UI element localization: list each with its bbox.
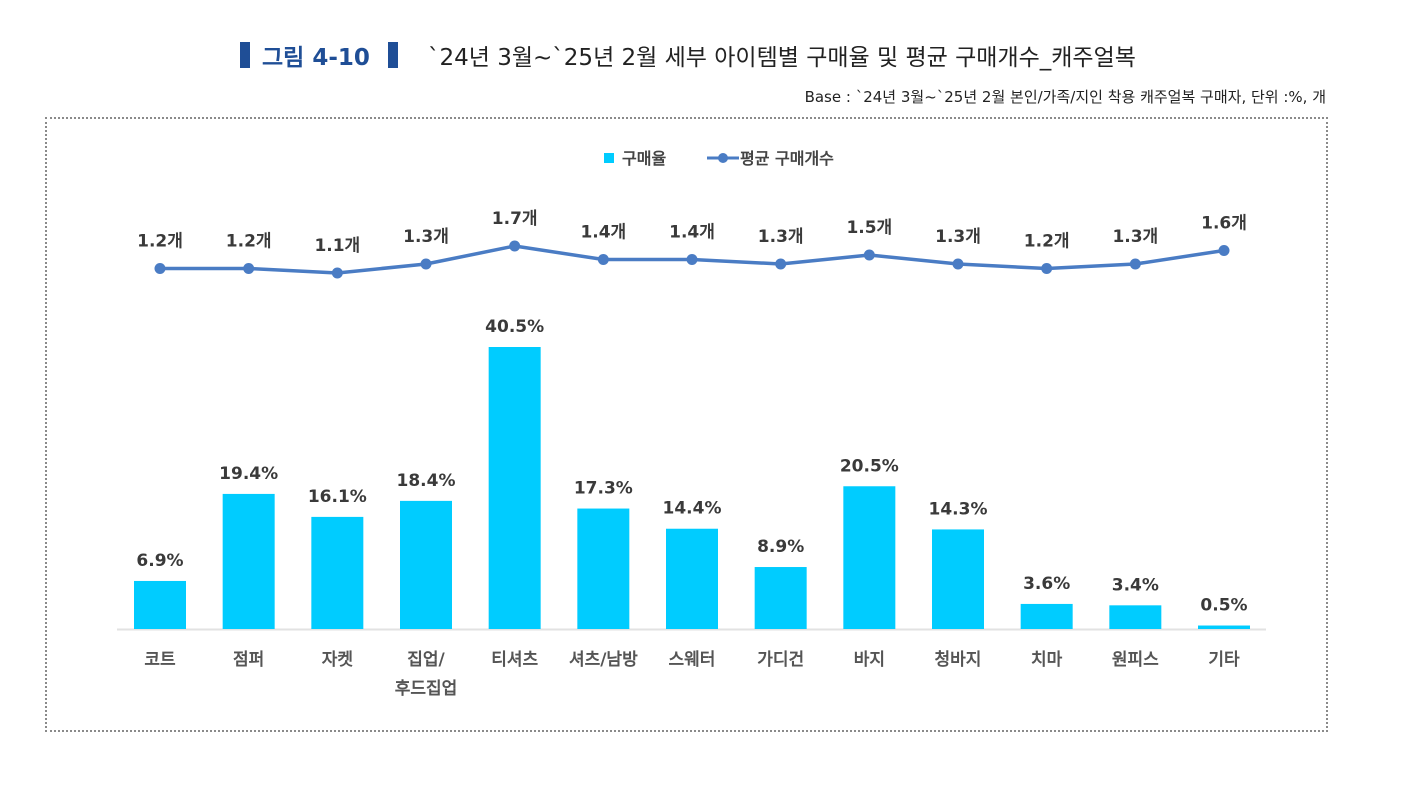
bar-value-label: 14.3% [929,499,988,519]
bar-value-label: 8.9% [757,537,804,557]
bar-value-label: 17.3% [574,479,633,499]
bar-value-label: 0.5% [1200,596,1247,616]
bar-value-label: 3.4% [1112,575,1159,595]
line-value-label: 1.6개 [1201,214,1247,234]
avg-count-point-3 [420,258,432,270]
bar-value-label: 14.4% [663,499,722,519]
bar-12 [1198,625,1250,629]
category-label: 셔츠/남방 [569,650,638,670]
avg-count-point-11 [1129,258,1141,270]
avg-count-point-7 [775,258,787,270]
line-value-label: 1.5개 [846,218,892,238]
category-label: 원피스 [1112,650,1159,670]
bar-10 [1020,603,1073,629]
bar-7 [754,567,807,629]
base-note: Base : `24년 3월~`25년 2월 본인/가족/지인 착용 캐주얼복 … [804,88,1326,106]
avg-count-point-2 [331,267,343,279]
chart-legend: 구매율 평균 구매개수 [0,145,1402,169]
legend-label-bar: 구매율 [622,149,667,168]
bar-6 [666,528,718,629]
line-value-label: 1.7개 [492,209,538,229]
category-label: 기타 [1208,650,1240,670]
figure-title: `24년 3월~`25년 2월 세부 아이템별 구매율 및 평균 구매개수_캐주… [428,45,1136,71]
bar-2 [311,516,364,629]
category-label: 청바지 [935,649,982,670]
category-label: 자켓 [322,650,354,670]
avg-count-point-0 [154,263,166,274]
category-label: 코트 [144,650,176,670]
legend-item-line: 평균 구매개수 [706,145,834,169]
line-value-label: 1.3개 [758,227,804,247]
title-left-bar-mark [240,42,250,68]
avg-count-point-9 [952,258,964,270]
bar-value-label: 19.4% [219,464,278,484]
category-label: 티셔츠 [491,650,538,670]
bar-0 [134,580,186,629]
bar-value-label: 3.6% [1023,574,1070,594]
title-right-bar-mark [388,42,398,68]
category-label: 치마 [1031,650,1063,670]
bar-value-label: 16.1% [308,487,367,507]
line-value-label: 1.3개 [1112,227,1158,247]
line-value-label: 1.2개 [226,232,272,252]
bar-9 [932,529,984,629]
bar-11 [1109,605,1162,629]
category-label: 가디건 [757,650,804,670]
category-label: 바지 [854,650,885,670]
legend-label-line: 평균 구매개수 [740,149,834,168]
avg-count-point-6 [686,254,698,265]
bar-5 [577,508,630,629]
line-value-label: 1.2개 [137,232,183,252]
chart-frame [45,117,1328,732]
line-value-label: 1.3개 [935,227,981,247]
legend-item-bar: 구매율 [604,145,666,169]
line-value-label: 1.4개 [580,223,626,243]
bar-4 [488,347,541,629]
line-value-label: 1.1개 [314,236,360,256]
category-label: 집업/ [407,650,445,670]
line-value-label: 1.2개 [1024,232,1070,252]
avg-count-point-10 [1041,263,1053,274]
legend-square-icon [604,153,614,163]
line-value-label: 1.3개 [403,227,449,247]
category-label: 후드집업 [395,678,458,699]
bar-value-label: 6.9% [136,551,183,571]
category-label: 점퍼 [233,650,264,670]
bar-1 [222,493,275,629]
avg-count-point-5 [597,254,609,265]
figure-number: 그림 4-10 [262,45,370,71]
avg-count-point-4 [509,240,521,252]
bar-value-label: 40.5% [485,317,544,337]
bar-value-label: 18.4% [397,471,456,491]
bar-value-label: 20.5% [840,456,899,476]
bar-3 [400,500,452,629]
avg-count-point-1 [243,263,255,274]
bar-8 [843,486,896,629]
line-value-label: 1.4개 [669,223,715,243]
category-label: 스웨터 [669,650,716,670]
avg-count-point-8 [863,249,875,261]
legend-line-marker-icon [707,153,739,163]
avg-count-point-12 [1218,245,1230,256]
figure-title-row: 그림 4-10 `24년 3월~`25년 2월 세부 아이템별 구매율 및 평균… [0,36,1402,76]
